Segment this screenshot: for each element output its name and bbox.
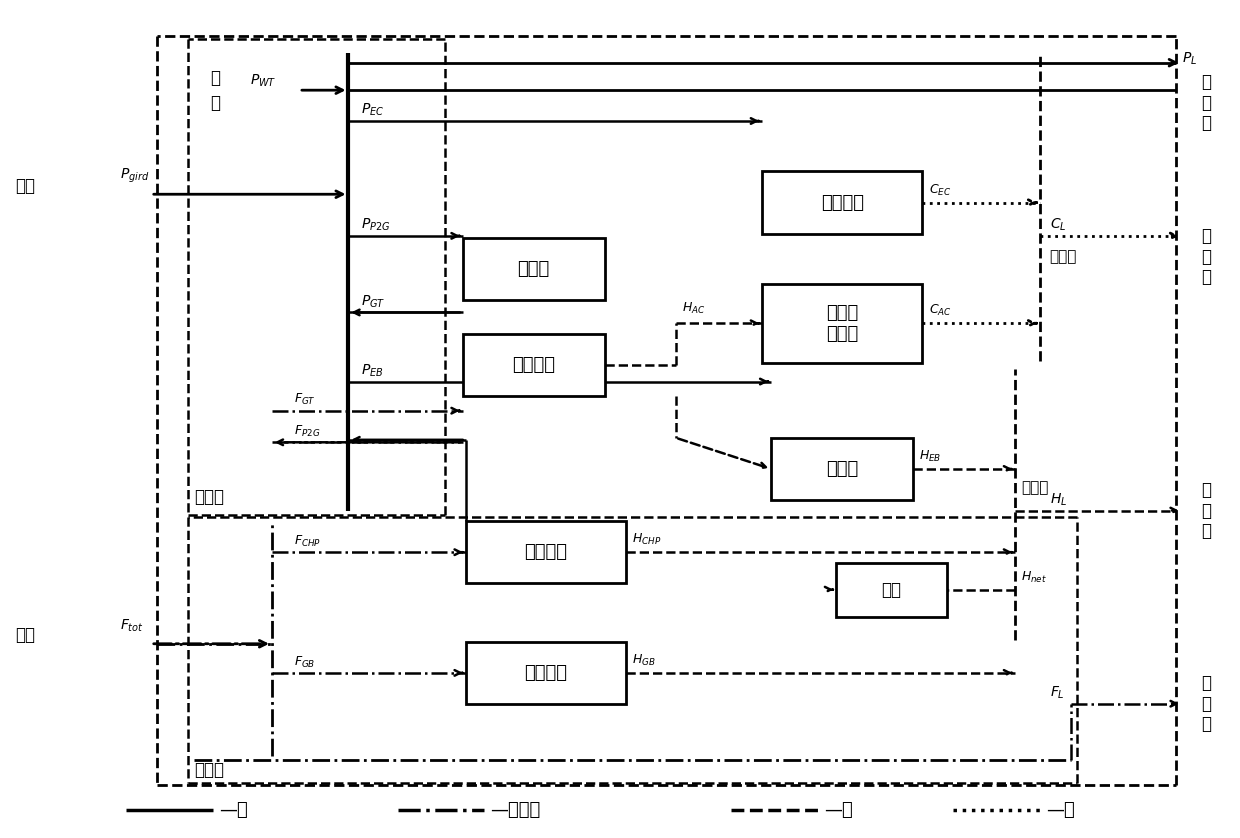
Text: 吸收式
制冷机: 吸收式 制冷机 bbox=[826, 304, 858, 343]
Text: 冷
负
荷: 冷 负 荷 bbox=[1202, 227, 1211, 287]
Text: 气网: 气网 bbox=[15, 627, 35, 644]
Text: $C_{AC}$: $C_{AC}$ bbox=[929, 303, 951, 318]
Text: $P_{EB}$: $P_{EB}$ bbox=[361, 363, 383, 379]
Text: $P_{EC}$: $P_{EC}$ bbox=[361, 102, 384, 118]
Text: $H_{EB}$: $H_{EB}$ bbox=[919, 449, 941, 464]
Text: 电
负
荷: 电 负 荷 bbox=[1202, 73, 1211, 132]
FancyBboxPatch shape bbox=[836, 562, 947, 617]
Text: 燃气轮机: 燃气轮机 bbox=[512, 356, 556, 374]
Text: $H_{net}$: $H_{net}$ bbox=[1022, 570, 1048, 585]
Text: $F_{CHP}$: $F_{CHP}$ bbox=[294, 534, 321, 549]
Text: 电转气: 电转气 bbox=[517, 260, 549, 278]
FancyBboxPatch shape bbox=[771, 437, 913, 500]
Text: 电制冷机: 电制冷机 bbox=[821, 194, 864, 211]
Text: 热
负
荷: 热 负 荷 bbox=[1202, 481, 1211, 541]
Text: $P_L$: $P_L$ bbox=[1182, 50, 1197, 67]
Text: 电母线: 电母线 bbox=[195, 489, 224, 506]
Text: 热母线: 热母线 bbox=[1022, 480, 1049, 495]
Text: $H_{AC}$: $H_{AC}$ bbox=[682, 301, 706, 316]
Text: —电: —电 bbox=[218, 801, 248, 820]
Text: $F_{GT}$: $F_{GT}$ bbox=[294, 392, 316, 407]
FancyBboxPatch shape bbox=[761, 171, 923, 234]
Text: 冷母线: 冷母线 bbox=[1049, 249, 1078, 264]
Text: $F_{GB}$: $F_{GB}$ bbox=[294, 654, 315, 670]
Text: 电: 电 bbox=[210, 94, 221, 111]
Text: $P_{GT}$: $P_{GT}$ bbox=[361, 293, 386, 310]
FancyBboxPatch shape bbox=[761, 284, 923, 363]
Text: $H_{CHP}$: $H_{CHP}$ bbox=[632, 532, 662, 547]
Text: $H_L$: $H_L$ bbox=[1049, 492, 1066, 508]
Text: 风: 风 bbox=[210, 69, 221, 86]
Text: $H_{GB}$: $H_{GB}$ bbox=[632, 653, 656, 668]
Text: $C_L$: $C_L$ bbox=[1049, 217, 1066, 233]
Text: —冷: —冷 bbox=[1045, 801, 1075, 820]
Text: $F_L$: $F_L$ bbox=[1049, 685, 1064, 701]
Text: —天然气: —天然气 bbox=[490, 801, 541, 820]
Text: 热网: 热网 bbox=[882, 581, 901, 598]
Text: 气母线: 气母线 bbox=[195, 761, 224, 779]
FancyBboxPatch shape bbox=[466, 521, 626, 583]
FancyBboxPatch shape bbox=[463, 334, 605, 396]
Text: 气
负
荷: 气 负 荷 bbox=[1202, 674, 1211, 733]
Text: $P_{gird}$: $P_{gird}$ bbox=[120, 167, 150, 185]
Text: 电网: 电网 bbox=[15, 177, 35, 195]
Text: 燃气锅炉: 燃气锅炉 bbox=[525, 664, 568, 682]
Text: $P_{WT}$: $P_{WT}$ bbox=[249, 73, 277, 89]
FancyBboxPatch shape bbox=[463, 238, 605, 300]
Text: —热: —热 bbox=[823, 801, 852, 820]
Text: $F_{P2G}$: $F_{P2G}$ bbox=[294, 424, 320, 439]
FancyBboxPatch shape bbox=[466, 642, 626, 704]
Text: $F_{tot}$: $F_{tot}$ bbox=[120, 618, 144, 634]
Text: 电锅炉: 电锅炉 bbox=[826, 460, 858, 478]
Text: 热电联产: 热电联产 bbox=[525, 543, 568, 561]
Text: $C_{EC}$: $C_{EC}$ bbox=[929, 183, 951, 198]
Text: $P_{P2G}$: $P_{P2G}$ bbox=[361, 217, 391, 233]
